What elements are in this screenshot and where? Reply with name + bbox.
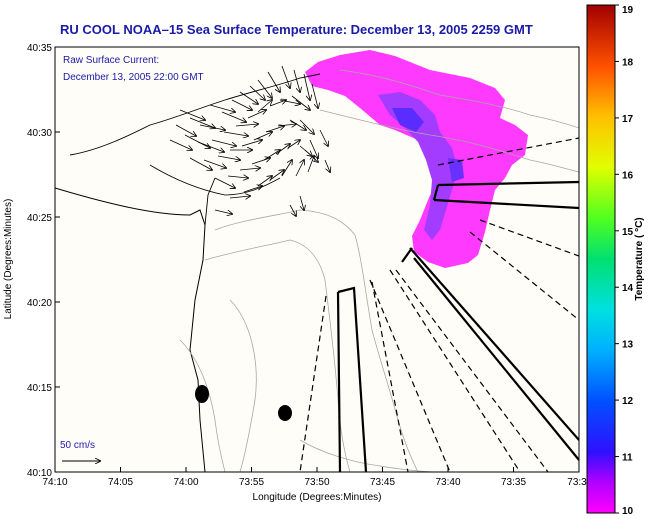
colorbar-tick-label: 11: [622, 453, 633, 464]
y-tick-label: 40:10: [27, 468, 52, 479]
x-tick-label: 73:35: [501, 477, 526, 488]
figure-title: RU COOL NOAA–15 Sea Surface Temperature:…: [60, 22, 533, 37]
colorbar-tick-label: 19: [622, 5, 634, 16]
colorbar-ticks: 19 18 17 16 15 14 13 12 11 10: [615, 4, 634, 517]
buoy-marker-east: [278, 405, 292, 421]
y-tick-label: 40:20: [27, 298, 52, 309]
x-axis-label: Longitude (Degrees:Minutes): [253, 492, 382, 503]
map-plot-area: [55, 47, 579, 472]
colorbar-tick-label: 10: [622, 506, 634, 517]
colorbar-tick-label: 17: [622, 114, 634, 125]
x-tick-label: 73:55: [239, 477, 264, 488]
y-tick-label: 40:35: [27, 43, 52, 54]
sst-cool-core: [378, 92, 458, 240]
sst-warm-patch: [305, 50, 528, 268]
colorbar-tick-label: 15: [622, 227, 634, 238]
surface-current-vectors: [169, 65, 330, 216]
overlay-line-1: Raw Surface Current:: [63, 55, 159, 66]
y-tick-label: 40:30: [27, 128, 52, 139]
sandy-hook: [204, 177, 216, 226]
sst-cold-spot-2: [448, 158, 464, 182]
colorbar-tick-label: 18: [622, 57, 634, 68]
coastline: [55, 187, 206, 472]
overlay-line-2: December 13, 2005 22:00 GMT: [63, 72, 204, 83]
colorbar: [586, 4, 616, 514]
scale-label: 50 cm/s: [60, 440, 95, 451]
sst-cold-spot: [392, 108, 424, 132]
x-tick-label: 73:3: [567, 477, 587, 488]
colorbar-tick-label: 14: [622, 283, 634, 294]
x-tick-label: 73:45: [370, 477, 395, 488]
x-tick-label: 73:40: [435, 477, 460, 488]
x-axis-ticks: 74:10 74:05 74:00 73:55 73:50 73:45 73:40 73:35…: [42, 467, 587, 488]
colorbar-label: Temperature ( °C): [634, 217, 645, 300]
y-tick-label: 40:15: [27, 383, 52, 394]
y-axis-label: Latitude (Degrees:Minutes): [3, 199, 14, 320]
colorbar-tick-label: 12: [622, 396, 634, 407]
colorbar-tick-label: 13: [622, 340, 634, 351]
y-tick-label: 40:25: [27, 213, 52, 224]
x-tick-label: 73:50: [304, 477, 329, 488]
x-tick-label: 74:05: [108, 477, 133, 488]
x-tick-label: 74:00: [173, 477, 198, 488]
survey-lines: [299, 137, 579, 472]
colorbar-tick-label: 16: [622, 170, 634, 181]
buoy-marker-west: [195, 385, 209, 403]
y-axis-ticks: 40:35 40:30 40:25 40:20 40:15 40:10: [27, 43, 60, 479]
x-tick-label: 74:10: [42, 477, 67, 488]
